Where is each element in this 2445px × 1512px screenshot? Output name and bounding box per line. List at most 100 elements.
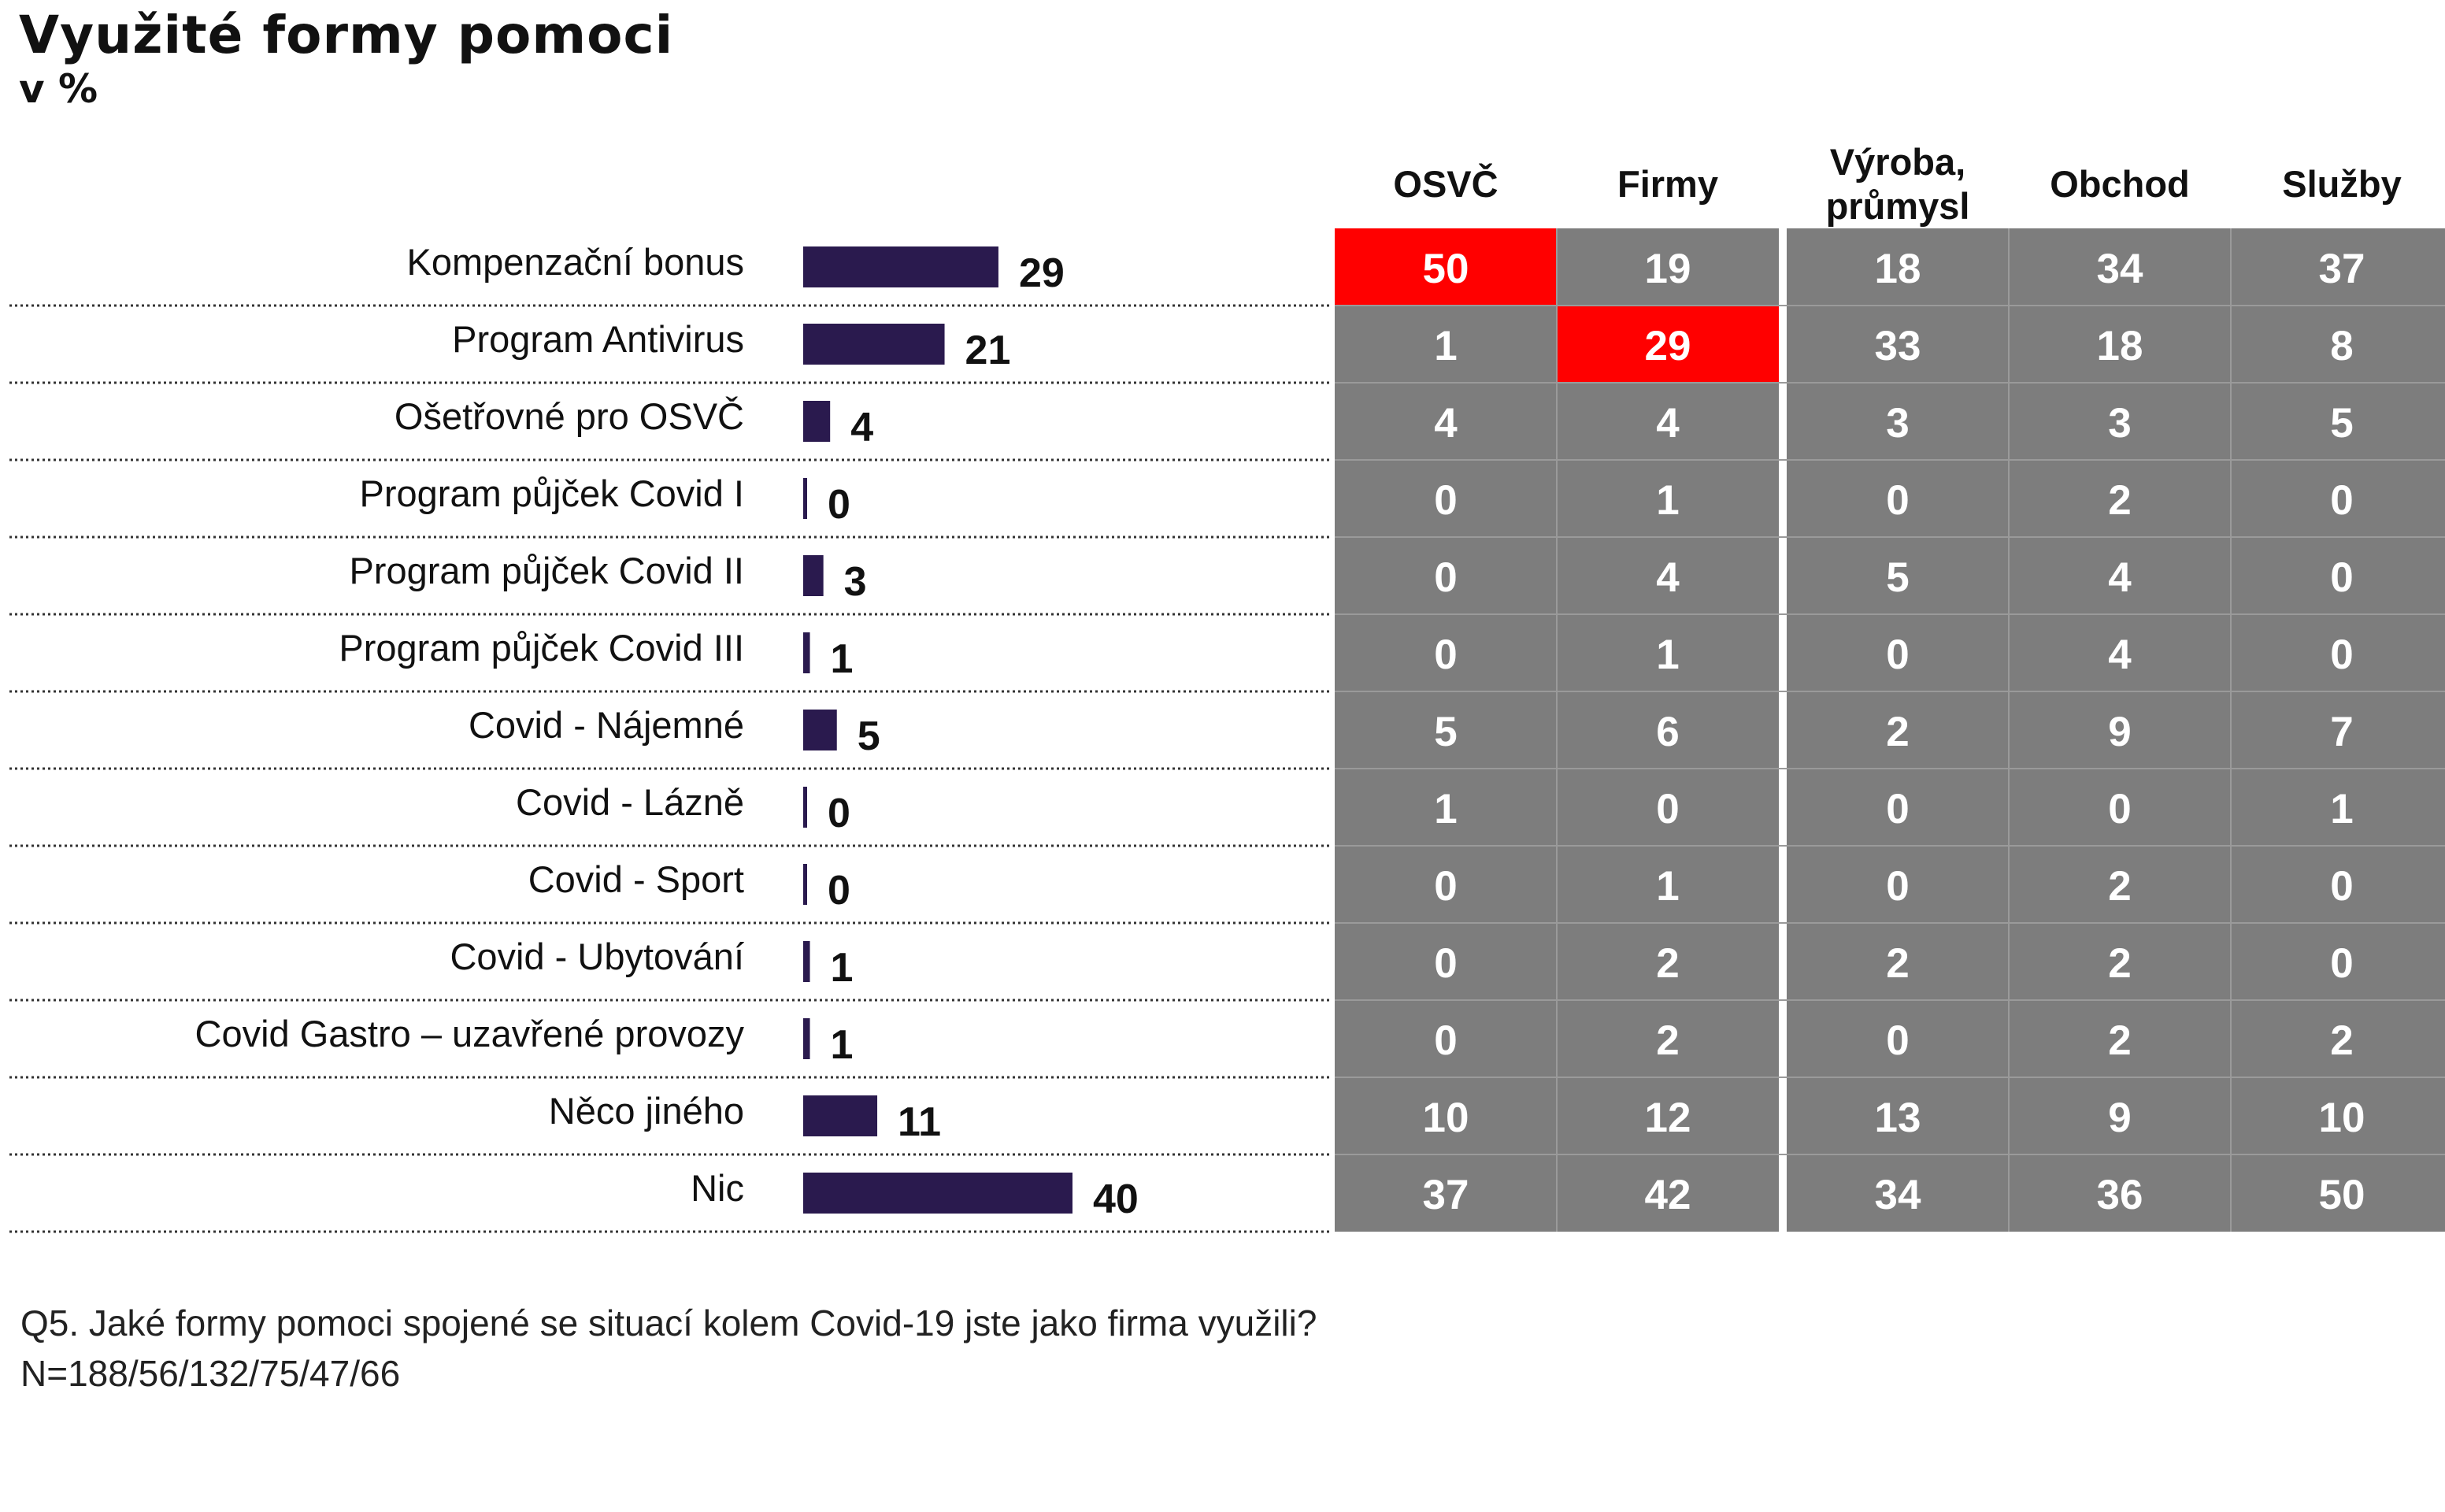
table-cell: [1335, 306, 1557, 383]
row-label: Program Antivirus: [452, 318, 744, 360]
table-cell-value: 0: [1434, 940, 1457, 987]
table-cell-value: 37: [2319, 246, 2365, 292]
table-cell-value: 33: [1875, 323, 1921, 369]
table-cell-value: 4: [1656, 554, 1680, 601]
row-label: Program půjček Covid III: [339, 627, 744, 669]
table-cell: [2231, 460, 2445, 537]
table-cell: [1557, 460, 1779, 537]
table-cell-highlighted: [1335, 228, 1557, 306]
table-cell-value: 5: [1434, 709, 1457, 755]
table-cell-value: 0: [1886, 863, 1909, 910]
table-cell-value: 2: [2108, 1017, 2131, 1064]
table-cell-value: 1: [1656, 632, 1679, 678]
table-cell-value: 0: [2330, 863, 2353, 910]
table-cell-value: 9: [2108, 1095, 2131, 1141]
bar: [803, 941, 810, 982]
table-cell-value: 4: [1434, 400, 1458, 447]
table-cell-value: 0: [2330, 940, 2353, 987]
table-cell: [1557, 769, 1779, 846]
table-cell: [2009, 923, 2231, 1000]
bar: [803, 555, 824, 596]
table-cell-value: 5: [1886, 554, 1909, 601]
table-cell-value: 10: [1423, 1095, 1469, 1141]
table-cell-value: 2: [1886, 940, 1909, 987]
table-cell-value: 2: [2108, 940, 2131, 987]
bar: [803, 1173, 1072, 1214]
table-cell: [2009, 769, 2231, 846]
table-cell: [2009, 1077, 2231, 1154]
table-cell: [1787, 614, 2009, 691]
table-cell: [1335, 383, 1557, 460]
table-cell: [2231, 691, 2445, 769]
bar-value-label: 21: [965, 328, 1011, 373]
bar-value-label: 5: [858, 713, 880, 759]
bar: [803, 787, 807, 828]
table-cell: [2231, 769, 2445, 846]
table-cell: [1787, 1154, 2009, 1232]
table-cell: [1557, 1000, 1779, 1077]
table-cell-value: 6: [1656, 709, 1679, 755]
table-cell-value: 0: [2330, 477, 2353, 524]
column-header: Obchod: [2050, 163, 2190, 205]
table-cell-value: 50: [1423, 246, 1469, 292]
table-cell: [1557, 383, 1779, 460]
table-cell-value: 50: [2319, 1172, 2365, 1218]
table-cell: [1557, 1154, 1779, 1232]
table-cell: [1335, 1077, 1557, 1154]
table-cell: [2009, 1000, 2231, 1077]
row-label: Kompenzační bonus: [406, 241, 744, 283]
footnote-sample-size: N=188/56/132/75/47/66: [20, 1353, 401, 1394]
table-cell: [2231, 306, 2445, 383]
table-cell: [1787, 460, 2009, 537]
table-cell-value: 3: [2108, 400, 2131, 447]
table-cell: [1787, 1000, 2009, 1077]
row-label: Covid Gastro – uzavřené provozy: [195, 1013, 745, 1054]
table-cell-value: 37: [1423, 1172, 1469, 1218]
bar-value-label: 29: [1019, 250, 1065, 296]
table-cell-value: 0: [2330, 632, 2353, 678]
table-cell-value: 3: [1886, 400, 1909, 447]
table-cell-value: 42: [1645, 1172, 1691, 1218]
bar-value-label: 1: [831, 945, 854, 991]
bar-value-label: 11: [898, 1099, 941, 1145]
table-cell-value: 1: [2330, 786, 2353, 832]
table-cell-value: 9: [2108, 709, 2131, 755]
table-cell-value: 34: [2097, 246, 2143, 292]
bar-value-label: 4: [850, 405, 873, 450]
table-cell: [1557, 923, 1779, 1000]
table-cell: [2231, 1154, 2445, 1232]
row-label: Ošetřovné pro OSVČ: [395, 395, 744, 437]
table-cell: [2009, 228, 2231, 306]
table-cell-value: 0: [1656, 786, 1679, 832]
bar: [803, 324, 945, 365]
row-label: Něco jiného: [549, 1090, 744, 1132]
table-cell: [1787, 306, 2009, 383]
table-cell-value: 0: [1886, 786, 1909, 832]
bar: [803, 401, 831, 442]
table-cell-value: 4: [1656, 400, 1680, 447]
bar-value-label: 3: [844, 559, 867, 605]
table-cell: [1335, 1000, 1557, 1077]
table-cell-value: 29: [1645, 323, 1691, 369]
table-cell-value: 5: [2330, 400, 2353, 447]
table-cell: [2009, 537, 2231, 614]
table-cell-value: 18: [1875, 246, 1921, 292]
table-cell: [1787, 691, 2009, 769]
table-cell: [1557, 691, 1779, 769]
row-label: Covid - Nájemné: [469, 704, 744, 746]
table-cell: [1787, 537, 2009, 614]
table-cell-value: 0: [1434, 632, 1457, 678]
table-cell: [1335, 846, 1557, 923]
bar-value-label: 1: [831, 636, 854, 682]
table-cell-value: 13: [1875, 1095, 1921, 1141]
row-label: Program půjček Covid II: [349, 550, 744, 591]
table-cell-value: 19: [1645, 246, 1691, 292]
footnote: Q5. Jaké formy pomoci spojené se situací…: [20, 1298, 1317, 1399]
table-cell-value: 2: [2108, 863, 2131, 910]
table-cell: [2009, 1154, 2231, 1232]
table-cell: [2009, 846, 2231, 923]
table-cell: [2231, 228, 2445, 306]
table-cell: [2009, 460, 2231, 537]
table-cell-value: 1: [1434, 323, 1457, 369]
row-label: Covid - Lázně: [516, 781, 744, 823]
